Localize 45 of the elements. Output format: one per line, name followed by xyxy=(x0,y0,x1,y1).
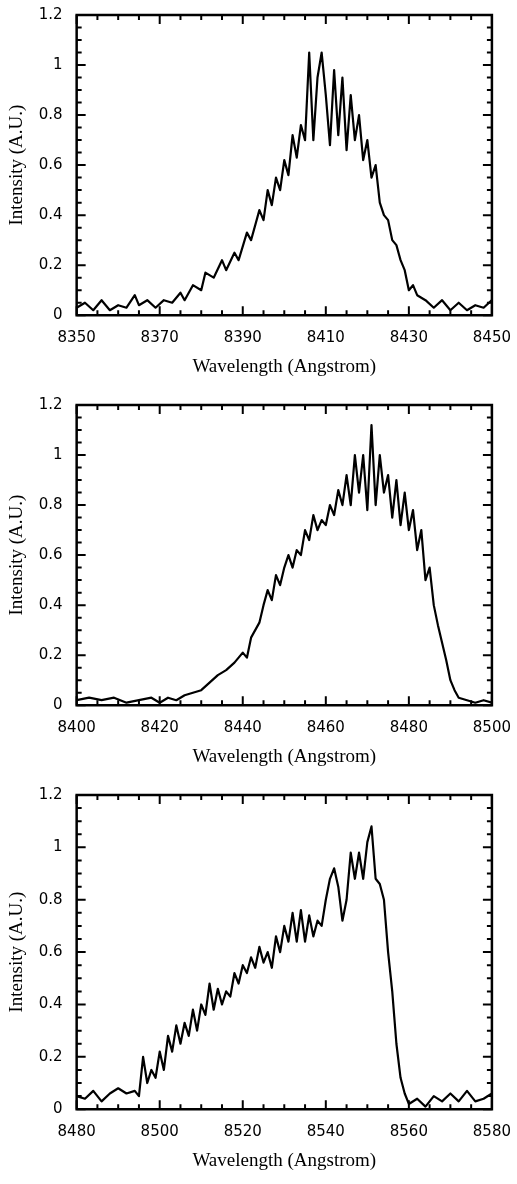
x-tick-label: 8410 xyxy=(306,328,345,347)
y-tick-label: 1 xyxy=(53,54,63,73)
y-tick-label: 0.4 xyxy=(38,205,63,224)
y-tick-label: 1 xyxy=(53,837,63,856)
y-tick-label: 0 xyxy=(53,305,63,324)
x-tick-label: 8450 xyxy=(472,328,512,347)
y-tick-label: 1 xyxy=(53,444,63,463)
y-tick-label: 0.6 xyxy=(38,154,63,173)
y-tick-label: 0.4 xyxy=(38,994,63,1013)
y-tick-label: 0.2 xyxy=(38,645,63,664)
x-tick-label: 8500 xyxy=(472,718,512,737)
y-axis-title: Intensity (A.U.) xyxy=(5,891,28,1013)
x-tick-label: 8370 xyxy=(140,328,179,347)
x-tick-label: 8520 xyxy=(223,1122,262,1141)
y-tick-label: 0.4 xyxy=(38,595,63,614)
x-tick-label: 8500 xyxy=(140,1122,179,1141)
y-tick-label: 1.2 xyxy=(38,394,63,413)
y-tick-label: 1.2 xyxy=(38,4,63,23)
x-tick-label: 8560 xyxy=(389,1122,428,1141)
x-tick-label: 8440 xyxy=(223,718,262,737)
x-tick-label: 8460 xyxy=(306,718,345,737)
x-tick-label: 8400 xyxy=(57,718,96,737)
y-tick-label: 0 xyxy=(53,695,63,714)
y-tick-label: 0.8 xyxy=(38,494,63,513)
y-tick-label: 1.2 xyxy=(38,784,63,803)
x-axis-title: Wavelength (Angstrom) xyxy=(192,744,377,767)
y-tick-label: 0.2 xyxy=(38,1046,63,1065)
x-tick-label: 8430 xyxy=(389,328,428,347)
x-tick-label: 8480 xyxy=(389,718,428,737)
y-tick-label: 0 xyxy=(53,1099,63,1118)
x-tick-label: 8390 xyxy=(223,328,262,347)
y-tick-label: 0.2 xyxy=(38,255,63,274)
x-tick-label: 8420 xyxy=(140,718,179,737)
y-tick-label: 0.8 xyxy=(38,889,63,908)
y-tick-label: 0.6 xyxy=(38,544,63,563)
x-tick-label: 8480 xyxy=(57,1122,96,1141)
y-axis-title: Intensity (A.U.) xyxy=(5,494,28,616)
y-tick-label: 0.6 xyxy=(38,941,63,960)
x-tick-label: 8350 xyxy=(57,328,96,347)
x-axis-title: Wavelength (Angstrom) xyxy=(192,354,377,377)
x-tick-label: 8580 xyxy=(472,1122,512,1141)
y-tick-label: 0.8 xyxy=(38,104,63,123)
x-axis-title: Wavelength (Angstrom) xyxy=(192,1148,377,1171)
y-axis-title: Intensity (A.U.) xyxy=(5,104,28,226)
x-tick-label: 8540 xyxy=(306,1122,345,1141)
